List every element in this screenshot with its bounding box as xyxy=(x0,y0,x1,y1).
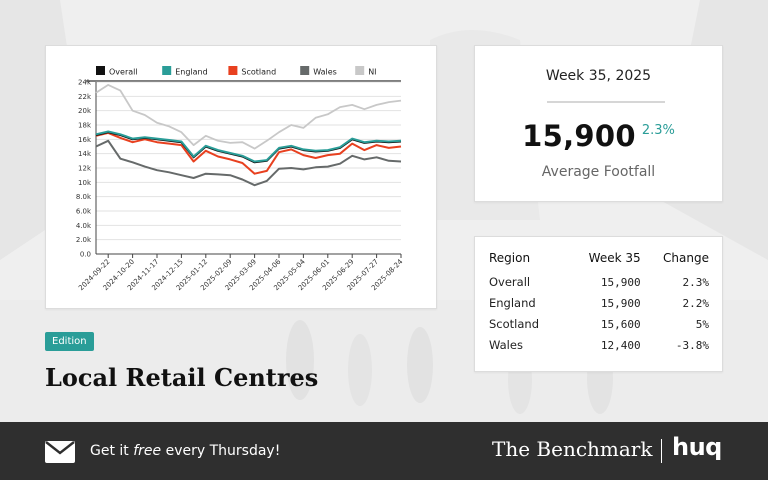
y-tick-label-4: 8.0k xyxy=(76,193,92,201)
change-cell: -3.8% xyxy=(675,338,709,352)
legend-label-3: Wales xyxy=(313,68,337,77)
y-tick-label-1: 2.0k xyxy=(76,236,92,244)
column-header-region: Region xyxy=(489,251,531,265)
week-value-cell: 15,900 xyxy=(600,296,641,310)
y-tick-label-6: 12k xyxy=(78,165,92,173)
legend-swatch-1 xyxy=(162,66,172,75)
table-row: Scotland 15,600 5% xyxy=(489,316,709,337)
kpi-value-row: 15,900 2.3% xyxy=(475,119,722,153)
y-tick-label-7: 14k xyxy=(78,150,92,158)
table-row: Wales 12,400 -3.8% xyxy=(489,337,709,358)
series-line-wales xyxy=(95,139,402,187)
y-tick-label-5: 10k xyxy=(78,179,92,187)
change-cell: 2.2% xyxy=(682,296,710,310)
change-cell: 5% xyxy=(695,317,709,331)
cta-prefix: Get it xyxy=(90,443,134,459)
kpi-change: 2.3% xyxy=(641,123,675,138)
chart-card: Overall England Scotland Wales NI 0.0 2.0k 4.0k… xyxy=(45,45,437,309)
y-tick-label-11: 22k xyxy=(78,93,92,101)
brand-divider xyxy=(661,439,662,463)
kpi-value: 15,900 xyxy=(522,119,636,153)
change-cell: 2.3% xyxy=(682,275,710,289)
y-tick-label-3: 6.0k xyxy=(76,208,92,216)
table-row: Overall 15,900 2.3% xyxy=(489,274,709,295)
y-tick-label-0: 0.0 xyxy=(80,251,91,259)
y-tick-label-10: 20k xyxy=(78,107,92,115)
brand-name: The Benchmark xyxy=(492,437,653,461)
edition-badge: Edition xyxy=(45,332,94,351)
legend-swatch-0 xyxy=(96,66,105,75)
week-value-cell: 12,400 xyxy=(600,338,641,352)
legend-swatch-3 xyxy=(300,66,310,75)
cta-suffix: every Thursday! xyxy=(161,443,281,459)
kpi-label: Average Footfall xyxy=(541,164,656,180)
y-tick-label-8: 16k xyxy=(78,136,92,144)
cta-emphasis: free xyxy=(133,443,162,459)
region-table: Region Week 35 Change Overall 15,900 2.3… xyxy=(489,251,709,358)
region-cell: Wales xyxy=(489,338,523,352)
legend-swatch-4 xyxy=(355,66,365,75)
page-title: Local Retail Centres xyxy=(45,363,319,392)
column-header-week: Week 35 xyxy=(588,251,641,265)
huq-logo[interactable]: huq xyxy=(672,433,722,461)
legend-swatch-2 xyxy=(228,66,238,75)
series-line-scotland xyxy=(95,131,402,175)
kpi-card: Week 35, 2025 15,900 2.3% Average Footfal… xyxy=(474,45,723,202)
legend-label-2: Scotland xyxy=(241,68,276,77)
legend-label-0: Overall xyxy=(109,68,138,77)
table-header-row: Region Week 35 Change xyxy=(489,251,709,274)
column-header-change: Change xyxy=(663,251,709,265)
legend-label-4: NI xyxy=(368,68,376,77)
subscribe-call-to-action[interactable]: Get it free every Thursday! xyxy=(90,443,280,459)
week-value-cell: 15,900 xyxy=(600,275,641,289)
y-tick-label-12: 24k xyxy=(78,79,92,87)
footer-bar: Get it free every Thursday! The Benchmar… xyxy=(0,422,768,480)
table-row: England 15,900 2.2% xyxy=(489,295,709,316)
kpi-divider xyxy=(547,101,665,103)
kpi-week-label: Week 35, 2025 xyxy=(545,68,652,84)
y-tick-label-9: 18k xyxy=(78,122,92,130)
legend-label-1: England xyxy=(175,68,207,77)
envelope-icon[interactable] xyxy=(45,441,75,463)
region-table-card: Region Week 35 Change Overall 15,900 2.3… xyxy=(474,236,723,372)
region-cell: England xyxy=(489,296,536,310)
region-cell: Scotland xyxy=(489,317,539,331)
y-tick-label-2: 4.0k xyxy=(76,222,92,230)
week-value-cell: 15,600 xyxy=(600,317,641,331)
footfall-line-chart: Overall England Scotland Wales NI 0.0 2.0k 4.0k… xyxy=(76,66,405,292)
series-line-england xyxy=(95,130,402,163)
region-cell: Overall xyxy=(489,275,531,289)
series-line-ni xyxy=(95,84,402,150)
